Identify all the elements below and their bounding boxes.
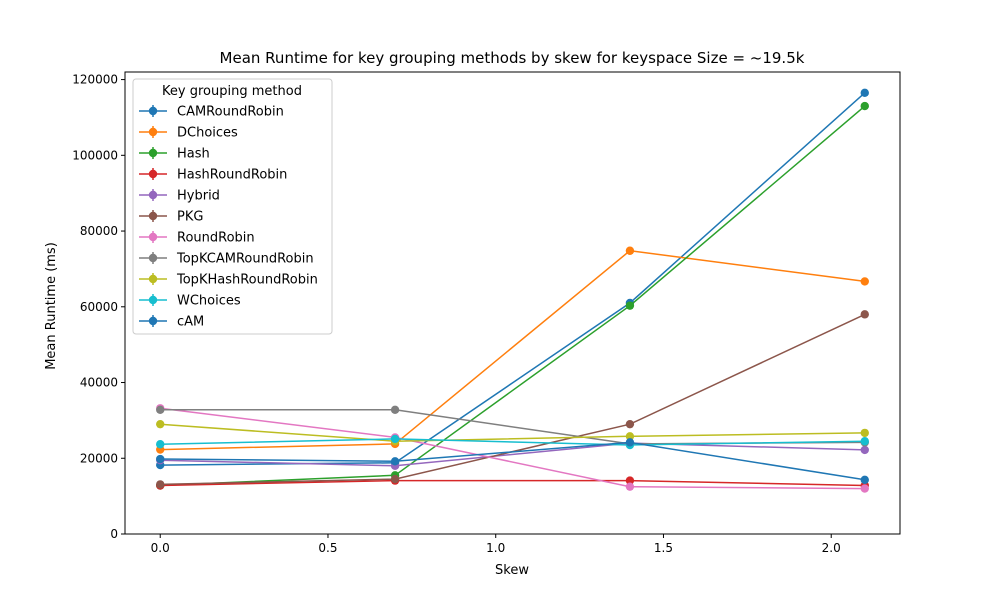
data-point-pkg xyxy=(625,419,635,429)
y-tick-label: 100000 xyxy=(72,148,118,162)
legend-marker xyxy=(148,169,158,179)
legend-item-round-robin: RoundRobin xyxy=(139,231,255,246)
data-point-round-robin xyxy=(625,482,635,491)
legend-label: RoundRobin xyxy=(177,231,255,246)
y-tick-label: 40000 xyxy=(80,376,118,390)
plot-frame xyxy=(124,71,901,535)
legend-item-hash-round-robin: HashRoundRobin xyxy=(139,168,287,183)
legend-item-top-khash-round-robin: TopKHashRoundRobin xyxy=(139,273,318,288)
legend-label: WChoices xyxy=(177,294,241,309)
series-line-camround-robin xyxy=(160,92,866,466)
series-c-am xyxy=(156,438,869,485)
legend-marker xyxy=(148,232,158,242)
y-tick-label: 60000 xyxy=(80,300,118,314)
legend-items: CAMRoundRobin DChoices Hash HashRoundRobin H… xyxy=(139,105,318,330)
y-tick-label: 80000 xyxy=(80,224,118,238)
data-point-top-kcamround-robin xyxy=(156,405,165,414)
y-tick-label: 20000 xyxy=(80,451,118,465)
legend-item-top-kcamround-robin: TopKCAMRoundRobin xyxy=(139,252,314,267)
data-point-hybrid xyxy=(860,445,869,455)
data-point-top-khash-round-robin xyxy=(625,432,635,441)
x-tick-label: 2.0 xyxy=(822,541,841,555)
data-point-pkg xyxy=(390,474,400,484)
legend-marker xyxy=(148,190,158,200)
series-line-hybrid xyxy=(160,442,865,467)
legend-item-hybrid: Hybrid xyxy=(139,189,220,204)
y-tick-label: 120000 xyxy=(72,73,118,87)
legend-marker xyxy=(148,211,158,221)
legend-marker xyxy=(148,127,158,137)
x-tick-label: 0.0 xyxy=(151,541,170,555)
series-line-wchoices xyxy=(160,438,865,446)
legend-item-c-am: cAM xyxy=(139,315,204,330)
data-point-c-am xyxy=(390,457,400,466)
legend: Key grouping method CAMRoundRobin DChoice… xyxy=(132,78,333,335)
data-point-wchoices xyxy=(860,437,869,446)
x-tick-label: 1.5 xyxy=(654,541,673,555)
legend-item-hash: Hash xyxy=(139,147,210,162)
legend-label: DChoices xyxy=(177,126,238,141)
data-point-camround-robin xyxy=(860,88,869,98)
legend-marker xyxy=(148,274,158,284)
legend-label: Hybrid xyxy=(177,189,220,204)
x-tick-label: 1.0 xyxy=(486,541,505,555)
legend-marker xyxy=(148,148,158,158)
data-point-top-khash-round-robin xyxy=(860,428,869,438)
legend-item-wchoices: WChoices xyxy=(139,294,241,309)
series-line-round-robin xyxy=(160,407,865,490)
data-point-pkg xyxy=(156,480,165,489)
series-line-pkg xyxy=(160,313,866,486)
data-point-wchoices xyxy=(390,434,400,444)
data-point-hash-round-robin xyxy=(625,476,635,485)
data-point-wchoices xyxy=(156,440,165,449)
legend-label: Hash xyxy=(177,147,210,162)
series-wchoices xyxy=(156,434,869,450)
y-tick-label: 0 xyxy=(110,527,118,541)
data-point-hash xyxy=(860,101,869,111)
legend-marker xyxy=(148,253,158,263)
series-line-top-khash-round-robin xyxy=(160,423,865,442)
legend-marker xyxy=(148,316,158,326)
legend-label: TopKCAMRoundRobin xyxy=(176,252,314,267)
data-point-c-am xyxy=(625,438,635,447)
legend-box xyxy=(132,78,333,335)
legend-marker xyxy=(148,295,158,305)
series-line-dchoices xyxy=(160,249,865,451)
legend-item-pkg: PKG xyxy=(139,210,203,225)
legend-label: HashRoundRobin xyxy=(177,168,287,183)
legend-label: cAM xyxy=(177,315,204,330)
chart-title: Mean Runtime for key grouping methods by… xyxy=(220,49,805,67)
x-tick-label: 0.5 xyxy=(318,541,337,555)
legend-label: CAMRoundRobin xyxy=(177,105,284,120)
legend-item-dchoices: DChoices xyxy=(139,126,238,141)
y-axis-ticks: 0 20000 40000 60000 80000 100000 120000 xyxy=(72,73,125,541)
legend-item-camround-robin: CAMRoundRobin xyxy=(139,105,284,120)
legend-label: PKG xyxy=(177,210,203,225)
legend-marker xyxy=(148,106,158,116)
series-line-c-am xyxy=(160,441,865,481)
data-point-top-khash-round-robin xyxy=(156,419,165,429)
series-round-robin xyxy=(156,404,869,493)
data-point-dchoices xyxy=(625,246,635,255)
legend-title: Key grouping method xyxy=(162,84,302,99)
series-layer xyxy=(156,88,869,493)
data-point-c-am xyxy=(156,454,165,464)
data-point-pkg xyxy=(860,310,869,319)
data-point-c-am xyxy=(860,475,869,485)
series-line-hash xyxy=(160,105,866,487)
x-axis-label: Skew xyxy=(495,563,529,578)
x-axis-ticks: 0.0 0.5 1.0 1.5 2.0 xyxy=(151,534,841,555)
y-axis-label: Mean Runtime (ms) xyxy=(44,242,59,370)
data-point-dchoices xyxy=(860,277,869,286)
data-point-round-robin xyxy=(860,484,869,493)
legend-label: TopKHashRoundRobin xyxy=(176,273,318,288)
data-point-hash xyxy=(625,301,635,310)
data-point-top-kcamround-robin xyxy=(390,405,400,414)
series-line-hash-round-robin xyxy=(160,479,865,487)
